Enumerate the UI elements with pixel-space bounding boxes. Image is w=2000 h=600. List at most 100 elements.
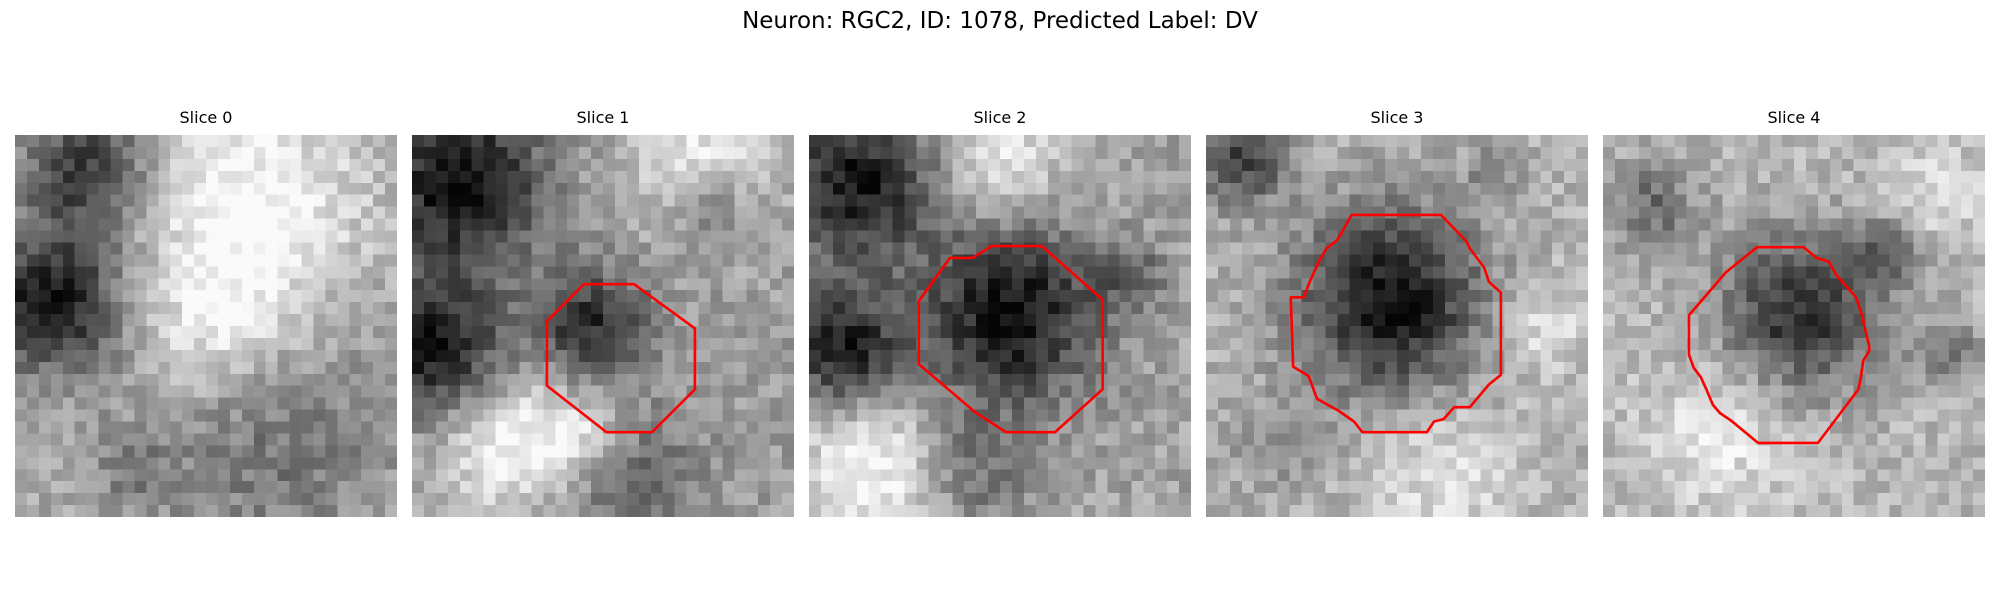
pixel — [770, 302, 783, 315]
pixel — [531, 445, 544, 458]
pixel — [349, 337, 362, 351]
pixel — [1603, 349, 1616, 363]
pixel — [746, 433, 759, 446]
pixel — [26, 337, 40, 351]
pixel — [519, 433, 532, 446]
pixel — [1325, 493, 1338, 506]
pixel — [471, 397, 484, 410]
pixel — [519, 158, 532, 172]
pixel — [1035, 290, 1048, 303]
pixel — [603, 302, 616, 315]
pixel — [1385, 469, 1398, 482]
pixel — [626, 194, 640, 207]
pixel — [809, 433, 822, 446]
pixel — [170, 337, 183, 351]
pixel — [1325, 182, 1338, 195]
pixel — [229, 397, 243, 410]
pixel — [1107, 457, 1120, 470]
pixel — [1337, 242, 1350, 255]
pixel — [98, 182, 111, 195]
pixel — [435, 493, 449, 506]
pixel — [1241, 278, 1254, 291]
pixel — [844, 445, 857, 458]
pixel — [1662, 397, 1675, 410]
pixel — [722, 302, 735, 315]
pixel — [1552, 421, 1565, 434]
pixel — [1408, 254, 1422, 267]
pixel — [686, 158, 699, 172]
pixel — [1710, 385, 1723, 398]
pixel — [916, 158, 929, 172]
pixel — [98, 302, 111, 315]
pixel — [844, 302, 857, 315]
pixel — [1614, 361, 1628, 374]
pixel — [1179, 194, 1191, 207]
pixel — [1829, 218, 1842, 231]
pixel — [1552, 158, 1565, 172]
pixel — [38, 158, 52, 172]
pixel — [26, 326, 40, 339]
pixel — [1770, 194, 1783, 207]
pixel — [820, 146, 834, 160]
pixel — [614, 206, 628, 219]
pixel — [1047, 326, 1060, 339]
pixel — [531, 433, 544, 446]
pixel — [435, 230, 449, 243]
pixel — [1674, 302, 1687, 315]
pixel — [976, 505, 989, 517]
pixel — [435, 170, 449, 183]
pixel — [1179, 349, 1191, 363]
pixel — [412, 337, 425, 351]
pixel — [1674, 254, 1687, 267]
pixel — [1047, 230, 1060, 243]
pixel — [686, 505, 699, 517]
pixel — [1901, 349, 1914, 363]
pixel — [1949, 421, 1962, 434]
pixel — [412, 397, 425, 410]
pixel — [662, 242, 675, 255]
pixel — [459, 397, 472, 410]
pixel — [1361, 242, 1374, 255]
pixel — [1650, 409, 1663, 422]
pixel — [1167, 158, 1180, 172]
pixel — [1817, 397, 1831, 410]
pixel — [50, 254, 63, 267]
pixel — [832, 397, 846, 410]
pixel — [507, 218, 520, 231]
pixel — [1397, 505, 1410, 517]
pixel — [301, 421, 314, 434]
pixel — [614, 469, 628, 482]
pixel — [1131, 397, 1144, 410]
pixel — [1217, 337, 1231, 351]
pixel — [916, 230, 929, 243]
pixel — [1901, 302, 1914, 315]
pixel — [1662, 242, 1675, 255]
pixel — [1722, 314, 1735, 327]
pixel — [122, 242, 135, 255]
pixel — [1492, 314, 1505, 327]
pixel — [471, 349, 484, 363]
pixel — [555, 278, 568, 291]
pixel — [1253, 457, 1266, 470]
pixel — [1155, 421, 1168, 434]
pixel — [1349, 182, 1362, 195]
pixel — [74, 170, 87, 183]
pixel — [194, 182, 207, 195]
pixel — [435, 242, 449, 255]
pixel — [134, 218, 147, 231]
pixel — [1349, 146, 1362, 160]
pixel — [1949, 158, 1962, 172]
pixel — [1349, 266, 1362, 279]
pixel — [674, 469, 687, 482]
pixel — [265, 433, 278, 446]
pixel — [1361, 445, 1374, 458]
pixel — [1420, 194, 1434, 207]
pixel — [686, 135, 699, 148]
pixel — [423, 433, 437, 446]
pixel — [686, 302, 699, 315]
pixel — [1492, 445, 1505, 458]
pixel — [1265, 326, 1278, 339]
pixel — [1937, 361, 1950, 374]
pixel — [1925, 146, 1938, 160]
pixel — [1408, 194, 1422, 207]
